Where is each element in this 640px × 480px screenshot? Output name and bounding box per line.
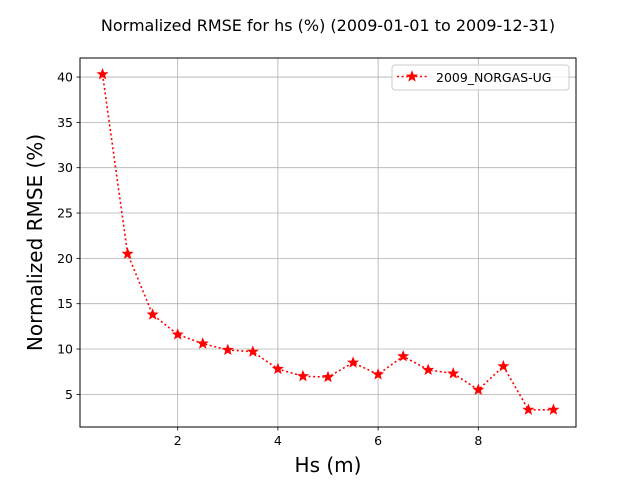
y-axis-label: Normalized RMSE (%) xyxy=(23,134,47,351)
plot-area xyxy=(80,58,576,427)
x-tick-label: 4 xyxy=(274,433,282,448)
y-tick-label: 10 xyxy=(57,342,73,357)
data-point-star xyxy=(547,403,560,415)
chart-title: Normalized RMSE for hs (%) (2009-01-01 t… xyxy=(101,16,555,35)
data-point-star xyxy=(472,383,485,395)
legend-label: 2009_NORGAS-UG xyxy=(436,70,551,85)
x-tick-label: 2 xyxy=(174,433,182,448)
data-point-star xyxy=(171,328,184,340)
series-layer xyxy=(96,67,560,415)
data-point-star xyxy=(246,345,259,357)
y-tick-label: 40 xyxy=(57,70,73,85)
data-point-star xyxy=(447,367,460,379)
legend-box xyxy=(391,64,570,91)
y-tick-label: 15 xyxy=(57,296,73,311)
y-tick-label: 25 xyxy=(57,206,73,221)
data-point-star xyxy=(422,363,435,376)
data-point-star xyxy=(372,368,385,380)
data-point-star xyxy=(96,67,109,80)
y-tick-label: 35 xyxy=(57,115,73,130)
legend: 2009_NORGAS-UG xyxy=(391,64,570,91)
data-point-star xyxy=(121,247,134,259)
y-tick-label: 20 xyxy=(57,251,73,266)
data-point-star xyxy=(296,369,309,382)
data-point-star xyxy=(522,403,535,415)
data-point-star xyxy=(347,356,360,368)
data-point-star xyxy=(196,337,209,349)
data-point-star xyxy=(146,308,159,320)
x-tick-label: 8 xyxy=(474,433,482,448)
data-point-star xyxy=(497,359,510,372)
data-point-star xyxy=(271,362,284,375)
axis-ticks: 2 4 6 8 5 10 15 20 25 30 35 40 xyxy=(57,70,482,448)
grid xyxy=(80,58,576,427)
y-tick-label: 30 xyxy=(57,160,73,175)
x-tick-label: 6 xyxy=(374,433,382,448)
legend-marker-star xyxy=(405,70,419,82)
data-point-star xyxy=(221,343,234,356)
legend-line-sample xyxy=(397,70,427,82)
plot-frame xyxy=(79,57,577,428)
x-axis-label: Hs (m) xyxy=(295,453,362,477)
y-tick-label: 5 xyxy=(65,387,73,402)
data-point-star xyxy=(321,370,335,383)
data-point-star xyxy=(397,349,410,362)
